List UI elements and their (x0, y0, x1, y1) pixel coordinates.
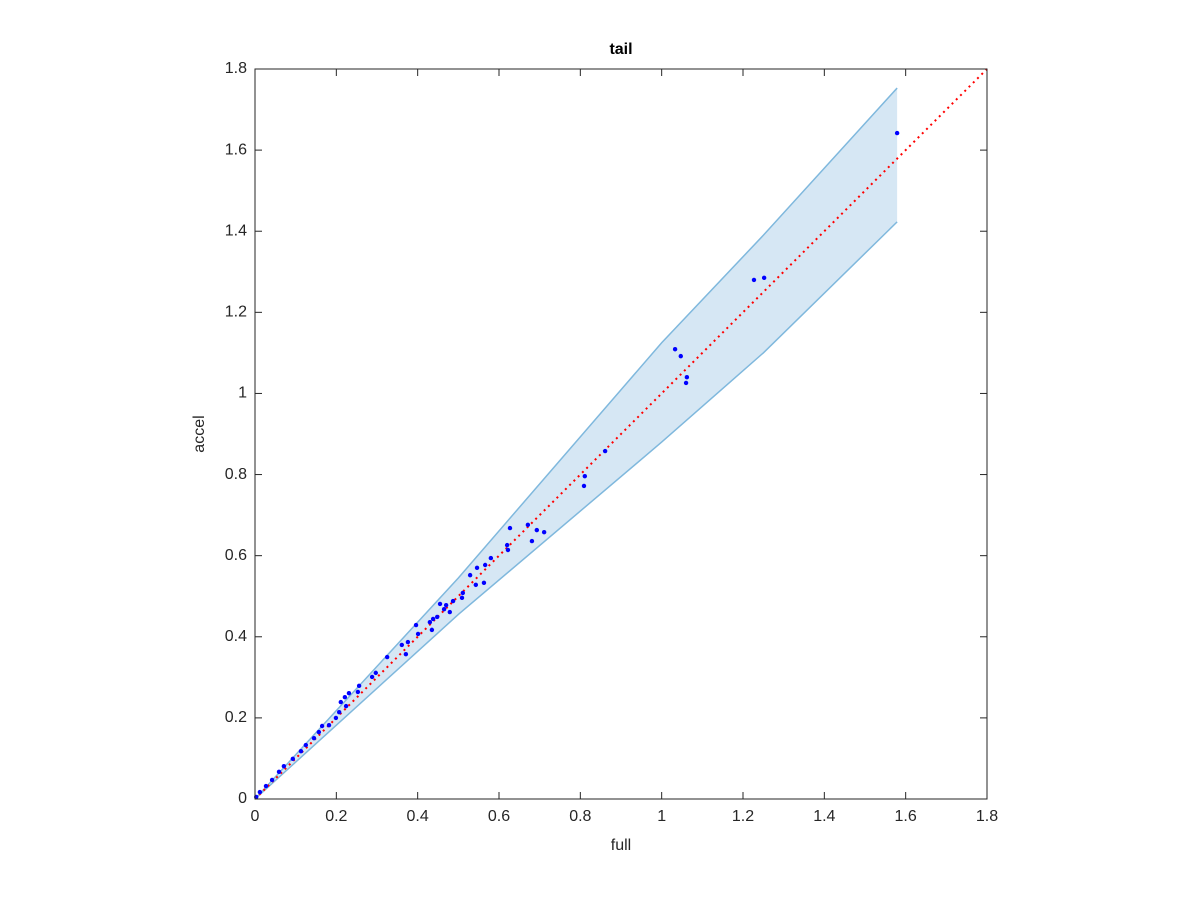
data-point (269, 777, 275, 783)
data-point (316, 729, 322, 735)
data-point (751, 277, 757, 283)
data-point (482, 562, 488, 568)
data-point (582, 473, 588, 479)
x-tick-label: 1.2 (732, 808, 754, 825)
x-tick-label: 0.4 (407, 808, 429, 825)
y-tick-label: 0.4 (225, 628, 247, 645)
data-point (481, 580, 487, 586)
data-point (683, 380, 689, 386)
data-point (303, 742, 309, 748)
data-point (326, 722, 332, 728)
data-point (894, 130, 900, 136)
data-point (529, 538, 535, 544)
x-tick-label: 0.8 (569, 808, 591, 825)
data-point (541, 529, 547, 535)
data-point (257, 789, 263, 795)
data-point (346, 690, 352, 696)
x-tick-label: 1.4 (813, 808, 835, 825)
x-tick-label: 1.8 (976, 808, 998, 825)
data-point (430, 616, 436, 622)
data-point (356, 683, 362, 689)
data-point (338, 699, 344, 705)
data-point (276, 769, 282, 775)
y-tick-label: 1.4 (225, 222, 247, 239)
x-axis-label: full (611, 837, 631, 854)
x-tick-label: 0.6 (488, 808, 510, 825)
x-tick-label: 0 (251, 808, 260, 825)
data-point (473, 582, 479, 588)
data-point (281, 763, 287, 769)
data-point (525, 522, 531, 528)
y-tick-label: 1.8 (225, 60, 247, 77)
x-tick-label: 1.6 (895, 808, 917, 825)
axes-box (254, 68, 988, 800)
data-point (415, 631, 421, 637)
data-point (373, 670, 378, 676)
data-point (429, 627, 435, 633)
data-point (443, 602, 449, 608)
data-point (474, 565, 480, 571)
data-point (319, 723, 325, 729)
data-point (403, 652, 409, 657)
data-point (263, 783, 269, 789)
data-point (290, 756, 296, 762)
x-tick-label: 0.2 (325, 808, 347, 825)
y-tick-label: 1 (238, 385, 247, 402)
data-point (342, 695, 348, 700)
reference-line (254, 68, 988, 800)
data-point (355, 689, 361, 695)
data-point (450, 598, 456, 604)
x-tick-label: 1 (657, 808, 666, 825)
data-point (447, 609, 452, 615)
data-point (459, 595, 465, 601)
chart-title: tail (609, 41, 632, 58)
data-point (488, 555, 494, 561)
y-tick-label: 0 (238, 790, 247, 807)
data-point (467, 572, 473, 578)
y-axis-label: accel (191, 415, 208, 452)
data-point (405, 639, 411, 645)
y-tick-label: 0.6 (225, 547, 247, 564)
data-point (581, 483, 587, 489)
data-point (684, 375, 690, 380)
data-point (672, 347, 678, 352)
data-point (505, 547, 511, 553)
data-point (434, 614, 440, 620)
data-point (437, 601, 443, 607)
band-lower-edge (254, 221, 898, 800)
data-point (343, 703, 349, 709)
data-point (298, 748, 304, 754)
data-point (761, 275, 767, 281)
data-point (441, 607, 447, 612)
y-tick-label: 1.2 (225, 304, 247, 321)
data-point (311, 735, 317, 741)
data-point (384, 654, 390, 660)
data-point (399, 642, 405, 648)
data-point (413, 622, 419, 628)
data-point (534, 527, 540, 533)
data-point (336, 710, 342, 715)
data-point (427, 619, 433, 625)
data-point (369, 674, 375, 680)
y-tick-label: 0.8 (225, 466, 247, 483)
data-point (507, 525, 513, 531)
band-upper-edge (254, 87, 898, 800)
data-point (504, 542, 510, 548)
data-point (602, 448, 608, 454)
data-point (333, 715, 339, 721)
confidence-band (255, 88, 898, 800)
y-tick-label: 0.2 (225, 709, 247, 726)
y-tick-label: 1.6 (225, 141, 247, 158)
data-point (460, 590, 466, 596)
data-point (678, 353, 683, 359)
